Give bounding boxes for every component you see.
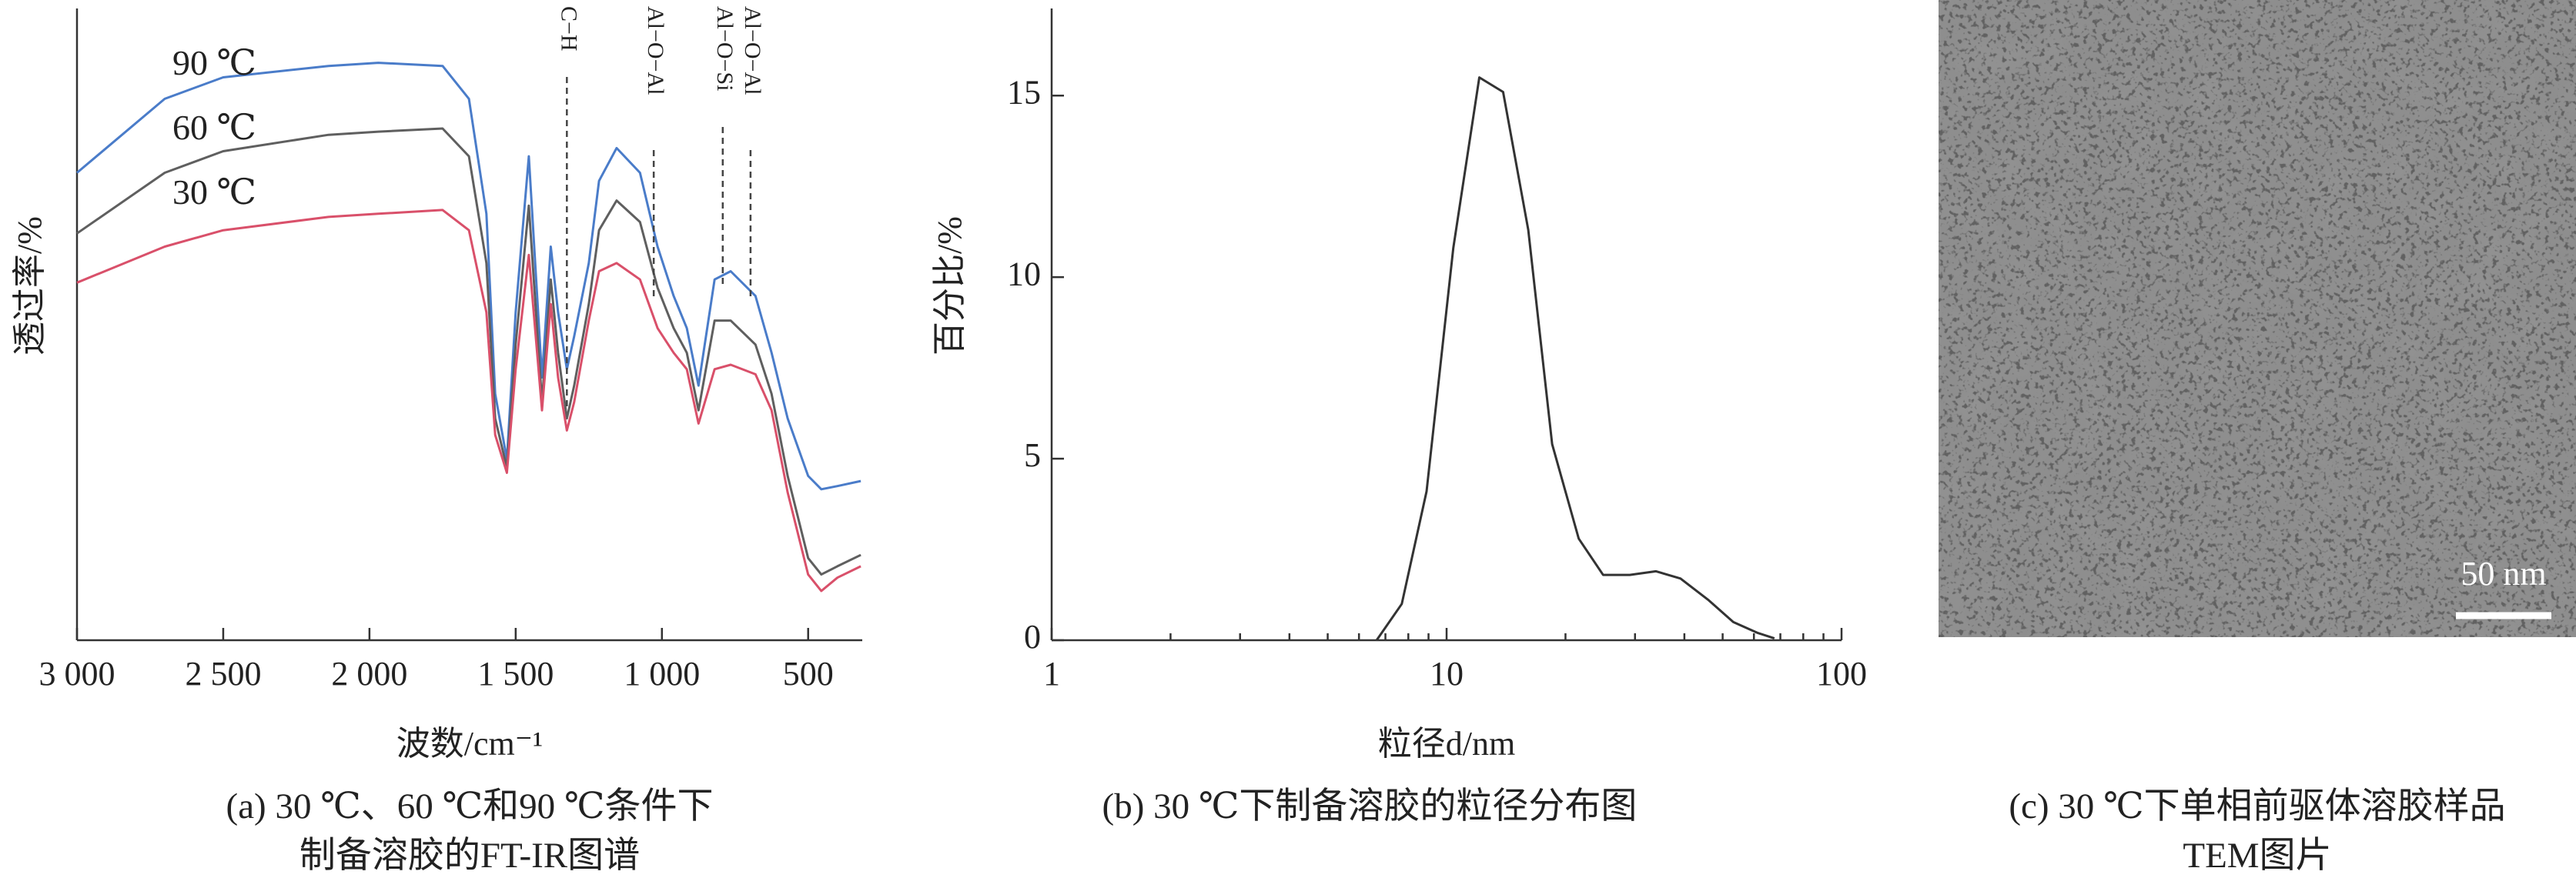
y-tick-label: 10 [1007,255,1041,292]
annotation-label: Al−O−Al [643,6,668,95]
series-label: 60 ℃ [172,108,256,147]
scale-bar-label: 50 nm [2461,555,2546,593]
x-tick-label: 500 [783,655,834,693]
annotation-label: Al−O−Si [712,6,738,92]
x-tick-label: 100 [1816,655,1867,693]
caption: (c) 30 ℃下单相前驱体溶胶样品 [2009,786,2505,826]
caption: (a) 30 ℃、60 ℃和90 ℃条件下 [226,786,714,826]
x-tick-label: 1 000 [624,655,700,693]
data-line [76,62,861,491]
y-axis-label: 透过率/% [11,216,49,356]
annotation-label: Al−O−Al [740,6,765,95]
x-tick-label: 2 500 [185,655,261,693]
y-tick-label: 15 [1007,73,1041,111]
series-label: 30 ℃ [172,172,256,212]
x-axis-label: 粒径d/nm [1378,725,1515,763]
caption: (b) 30 ℃下制备溶胶的粒径分布图 [1102,786,1638,826]
y-tick-label: 0 [1024,618,1041,656]
x-tick-label: 10 [1430,655,1464,693]
caption: TEM图片 [2183,836,2331,876]
data-line [1375,76,1775,641]
annotation-label: C−H [556,6,581,52]
x-tick-label: 1 500 [477,655,554,693]
y-axis-label: 百分比/% [931,216,969,356]
x-tick-label: 1 [1043,655,1060,693]
tem-texture [1939,0,2576,637]
data-line [76,209,861,593]
x-tick-label: 2 000 [331,655,407,693]
caption: 制备溶胶的FT-IR图谱 [299,836,640,876]
data-line [76,127,861,576]
x-tick-label: 3 000 [39,655,115,693]
series-label: 90 ℃ [172,43,256,82]
y-tick-label: 5 [1024,436,1041,474]
x-axis-label: 波数/cm⁻¹ [396,725,543,763]
